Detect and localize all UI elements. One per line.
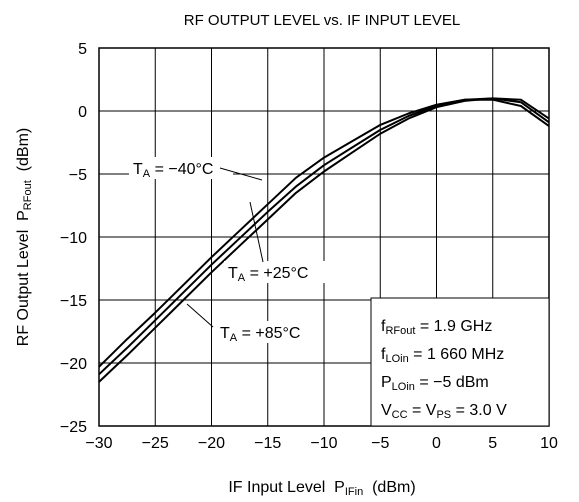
condition-line: VCC = VPS = 3.0 V [381,402,507,421]
text-part: = 1.9 GHz [415,318,492,335]
leader-line [186,303,214,328]
series-label: TA = −40°C [133,161,213,180]
subscript: A [238,272,246,284]
text-part: P [381,374,392,391]
series-label: TA = +25°C [228,265,308,284]
x-tick-label: 0 [432,435,441,452]
text-part: T [220,325,230,342]
y-tick-label: 5 [78,41,87,58]
subscript: RFout [22,180,34,210]
text-part: = 3.0 V [451,402,507,419]
subscript: A [143,168,151,180]
text-part: V [381,402,392,419]
text-part: T [228,265,238,282]
text-part: (dBm) [363,479,415,496]
text-part: = V [408,402,437,419]
conditions-box [370,297,550,427]
subscript: LOin [385,353,408,365]
line-series [98,97,550,383]
y-tick-label: −10 [60,230,87,247]
label-background [216,321,320,343]
text-part: f [381,318,386,335]
x-tick-label: −10 [310,435,337,452]
text-part: = 1 660 MHz [409,346,505,363]
subscript: IFin [345,486,363,498]
text-part: = −40°C [150,161,213,178]
x-tick-label: −25 [142,435,169,452]
leader-line [249,201,264,263]
text-part: IF Input Level P [228,479,345,496]
chart-title: RF OUTPUT LEVEL vs. IF INPUT LEVEL [184,12,460,29]
subscript: RFout [385,325,415,337]
plot-border [98,47,550,427]
subscript: LOin [392,381,415,393]
y-axis-label: RF Output Level PRFout (dBm) [15,128,34,346]
text-part: = −5 dBm [415,374,489,391]
text-part: T [133,161,143,178]
text-part: RF Output Level P [15,210,32,346]
y-tick-label: −25 [60,419,87,436]
y-tick-label: 0 [78,104,87,121]
condition-line: fRFout = 1.9 GHz [381,318,492,337]
subscript: A [230,332,238,344]
y-tick-label: −15 [60,293,87,310]
series-label: TA = +85°C [220,325,300,344]
text-part: (dBm) [15,128,32,180]
x-axis-label: IF Input Level PIFin (dBm) [228,479,415,498]
x-tick-label: −15 [254,435,281,452]
condition-line: fLOin = 1 660 MHz [381,346,504,365]
x-tick-label: −5 [371,435,389,452]
leader-line [219,167,263,181]
label-background [129,157,233,179]
x-tick-label: 10 [540,435,558,452]
subscript: CC [392,409,408,421]
label-background [224,261,328,283]
subscript: PS [436,409,451,421]
x-tick-label: 5 [488,435,497,452]
x-tick-label: −20 [198,435,225,452]
text-part: = +25°C [245,265,308,282]
y-tick-label: −20 [60,356,87,373]
text-part: = +85°C [237,325,300,342]
text-part: f [381,346,386,363]
condition-line: PLOin = −5 dBm [381,374,489,393]
x-tick-label: −30 [85,435,112,452]
y-tick-label: −5 [69,167,87,184]
